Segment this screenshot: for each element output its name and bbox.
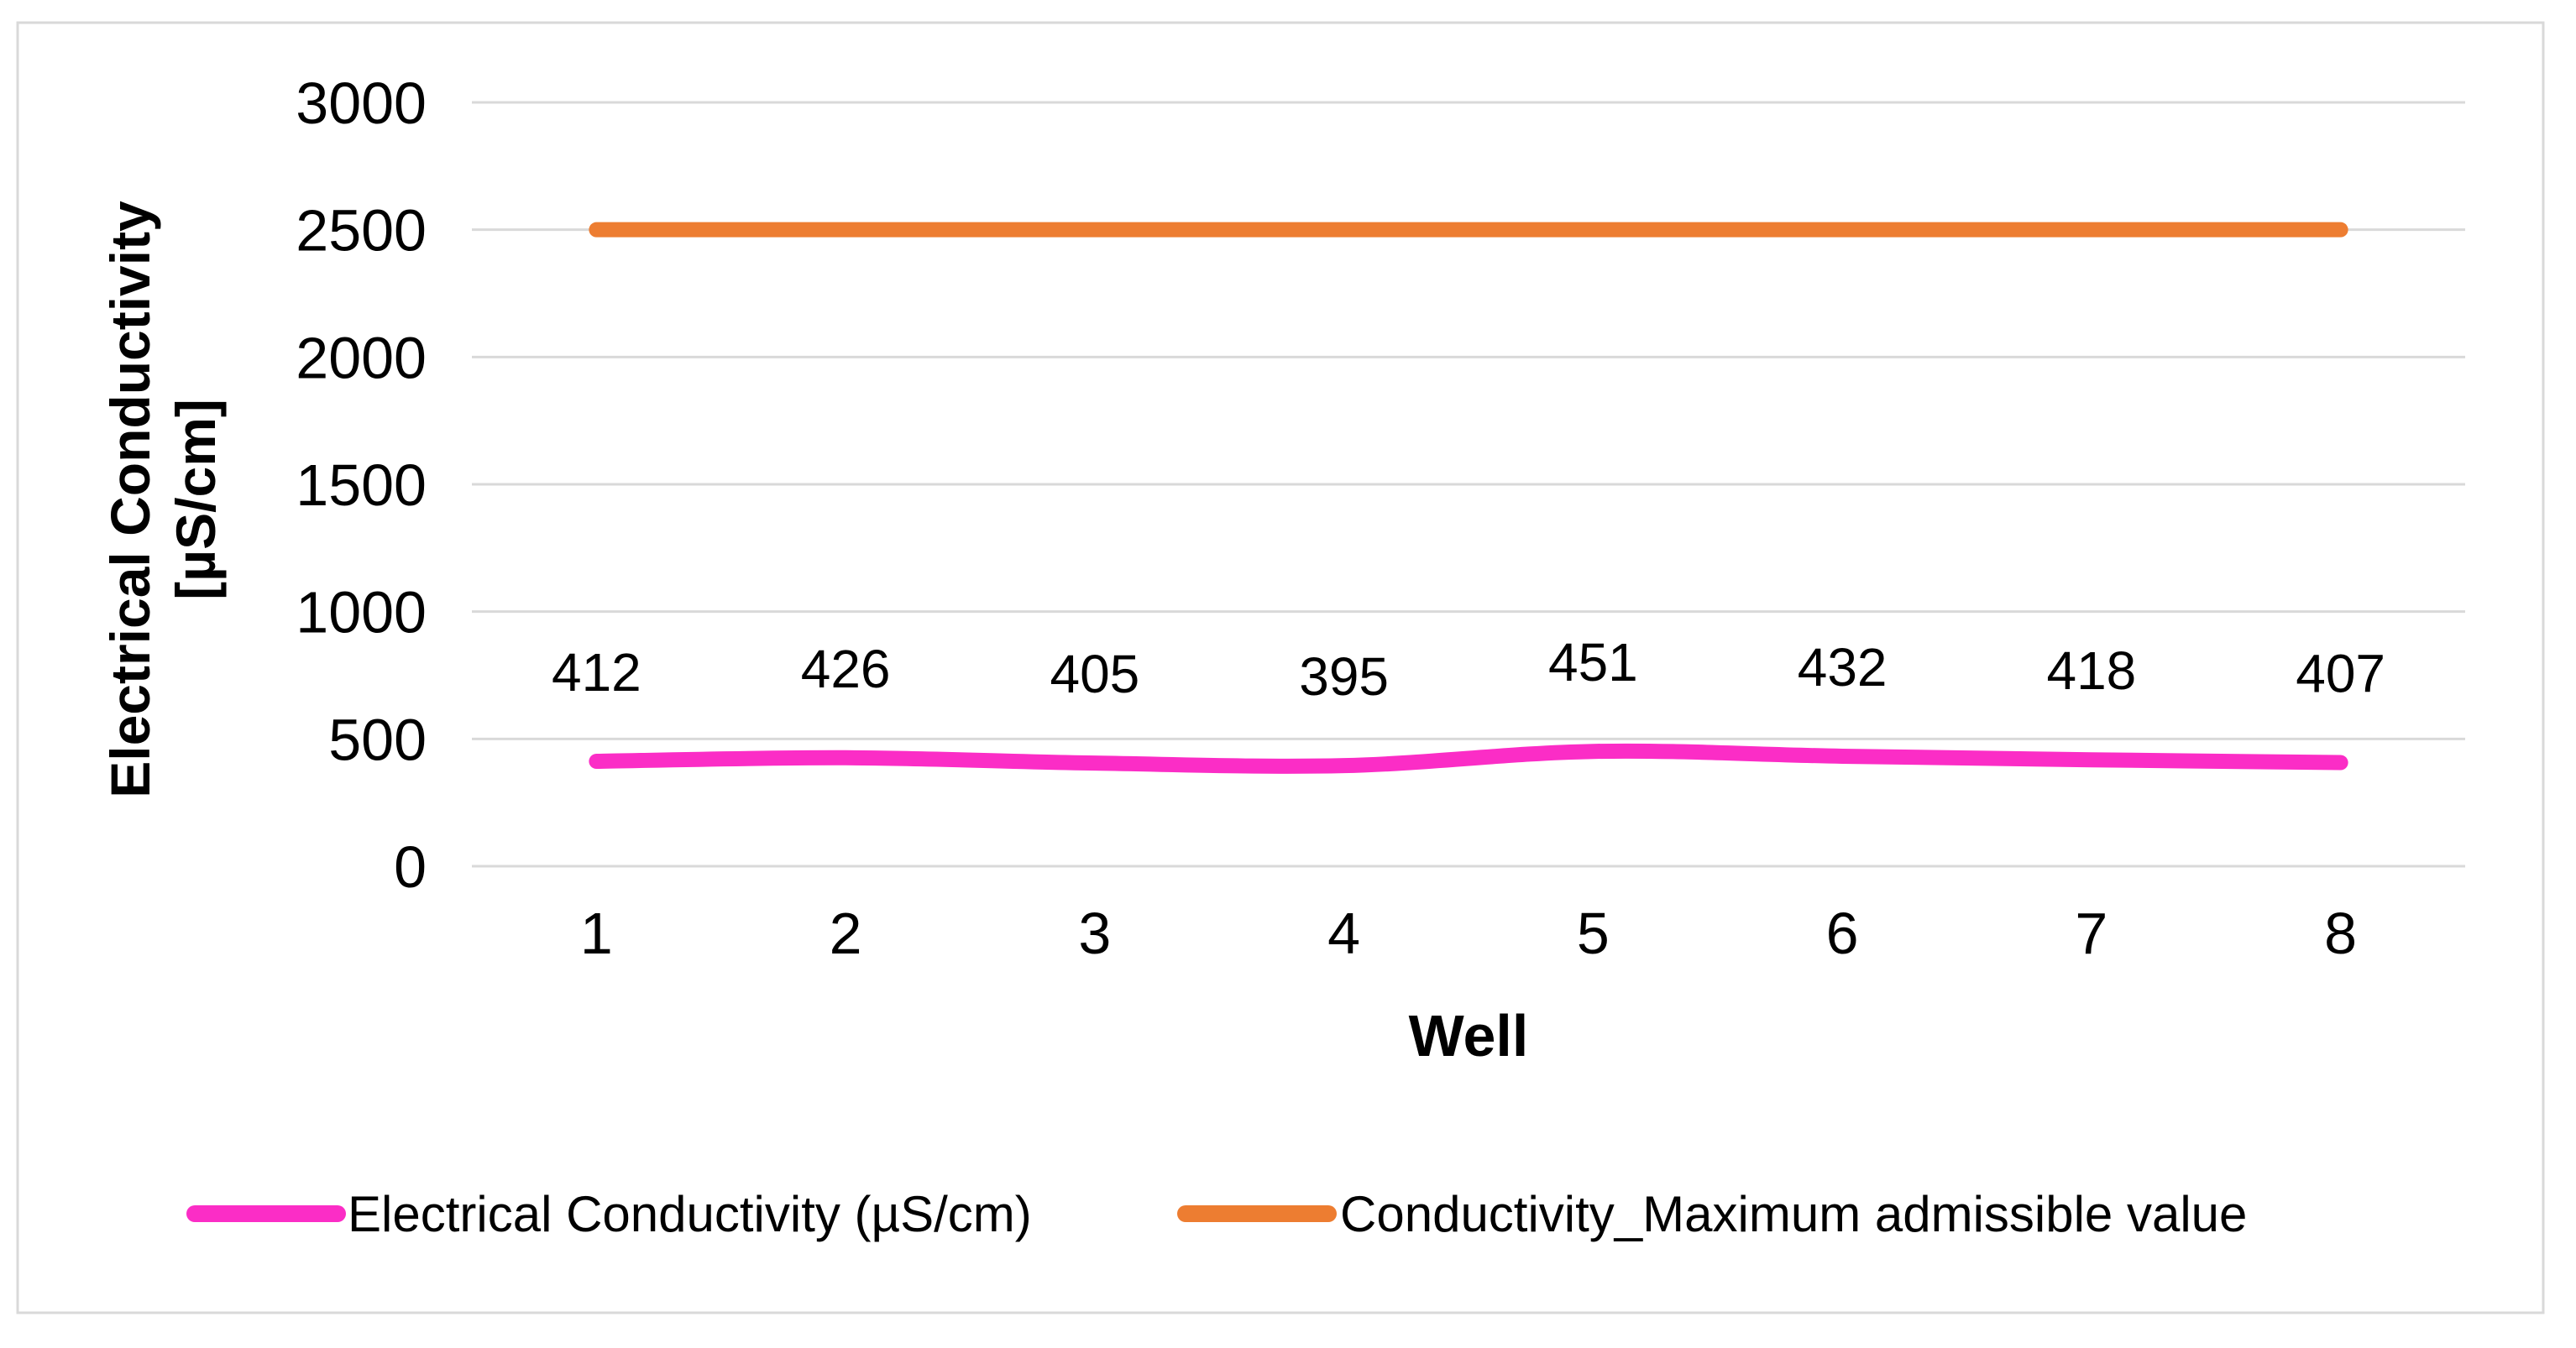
x-tick-label-3: 3 bbox=[1078, 901, 1111, 966]
y-axis-tick-labels: 0 500 1000 1500 2000 2500 3000 bbox=[296, 71, 427, 900]
data-label-well-4: 395 bbox=[1299, 646, 1389, 707]
data-label-well-6: 432 bbox=[1798, 637, 1887, 698]
y-tick-label-1000: 1000 bbox=[296, 580, 427, 645]
x-tick-label-2: 2 bbox=[830, 901, 862, 966]
x-tick-label-7: 7 bbox=[2075, 901, 2107, 966]
y-axis-title: Electrical Conductivity [µS/cm] bbox=[99, 201, 227, 798]
y-tick-label-1500: 1500 bbox=[296, 452, 427, 518]
data-labels: 412 426 405 395 451 432 418 407 bbox=[552, 632, 2385, 707]
x-axis-tick-labels: 1 2 3 4 5 6 7 8 bbox=[580, 901, 2357, 966]
y-tick-label-2500: 2500 bbox=[296, 198, 427, 264]
x-tick-label-6: 6 bbox=[1826, 901, 1859, 966]
chart-border bbox=[16, 21, 2545, 1314]
legend: Electrical Conductivity (µS/cm) Conducti… bbox=[186, 1186, 2247, 1242]
data-label-well-8: 407 bbox=[2296, 644, 2385, 704]
y-axis-title-line-1: Electrical Conductivity bbox=[99, 201, 161, 798]
legend-label-conductivity-max: Conductivity_Maximum admissible value bbox=[1340, 1186, 2247, 1242]
data-label-well-5: 451 bbox=[1548, 632, 1638, 692]
y-tick-label-500: 500 bbox=[328, 707, 427, 772]
legend-label-electrical-conductivity: Electrical Conductivity (µS/cm) bbox=[348, 1186, 1032, 1242]
y-tick-label-3000: 3000 bbox=[296, 71, 427, 136]
y-tick-label-2000: 2000 bbox=[296, 325, 427, 390]
x-tick-label-1: 1 bbox=[580, 901, 613, 966]
data-label-well-7: 418 bbox=[2046, 640, 2136, 701]
x-tick-label-5: 5 bbox=[1577, 901, 1610, 966]
data-label-well-2: 426 bbox=[801, 639, 891, 699]
data-label-well-1: 412 bbox=[552, 642, 641, 703]
x-axis-title: Well bbox=[1409, 1003, 1529, 1068]
y-axis-title-line-2: [µS/cm] bbox=[165, 399, 227, 600]
x-tick-label-4: 4 bbox=[1327, 901, 1360, 966]
data-label-well-3: 405 bbox=[1050, 644, 1139, 704]
x-tick-label-8: 8 bbox=[2324, 901, 2357, 966]
series-line-electrical-conductivity bbox=[589, 743, 2348, 774]
series-lines bbox=[589, 222, 2348, 774]
y-tick-label-0: 0 bbox=[394, 834, 427, 900]
